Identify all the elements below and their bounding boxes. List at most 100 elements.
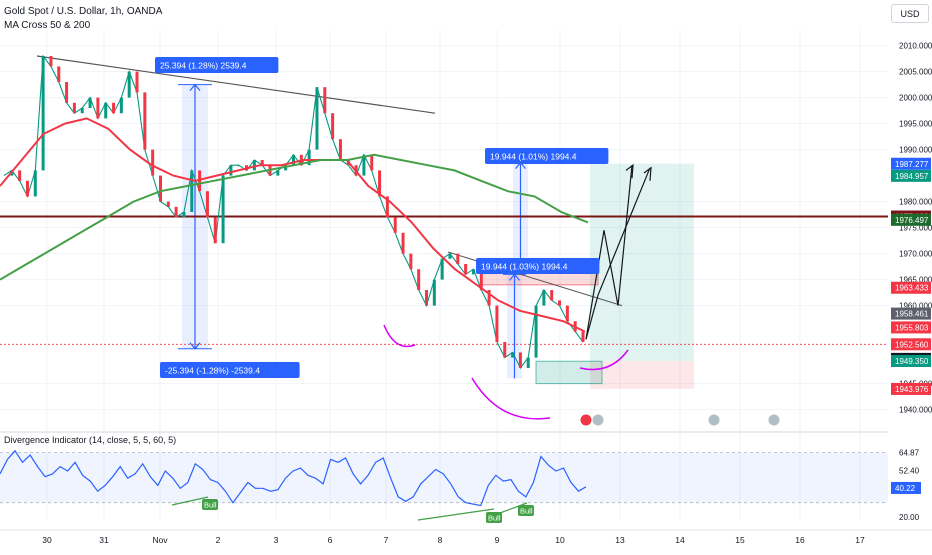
time-axis-tick: 9 [495, 535, 500, 545]
measure-label-bg [476, 258, 600, 274]
measure-label-bg [160, 362, 300, 378]
candle [104, 102, 108, 119]
candle [65, 82, 69, 103]
indicator-title[interactable]: MA Cross 50 & 200 [4, 20, 91, 31]
time-axis-tick: 2 [216, 535, 221, 545]
price-label: 1943.976 [895, 385, 929, 394]
price-label-bg [891, 307, 931, 320]
bull-label: Bull [204, 501, 217, 510]
candle [425, 290, 429, 306]
pattern-arc [579, 349, 629, 371]
oscillator-current-bg [891, 481, 921, 494]
price-label-bg [891, 213, 931, 226]
time-axis-tick: Nov [152, 535, 168, 545]
price-label-bg [891, 169, 931, 182]
candle [432, 279, 436, 306]
time-axis-tick: 14 [675, 535, 685, 545]
projection-arrowhead [643, 166, 652, 181]
position-loss-zone [590, 360, 694, 389]
bull-label-bg [202, 499, 218, 510]
candle [213, 217, 217, 244]
candle [417, 269, 421, 290]
price-label-bg [891, 382, 931, 395]
pattern-arc [471, 377, 551, 420]
candle [487, 290, 491, 306]
price-label: 1955.803 [895, 323, 929, 332]
candle [307, 149, 311, 166]
candle [401, 232, 405, 254]
candle [49, 56, 53, 67]
price-label: 1987.277 [895, 160, 929, 169]
candle [205, 191, 209, 218]
candle [542, 290, 546, 306]
time-axis-tick: 3 [274, 535, 279, 545]
measure-label: 19.944 (1.01%) 1994.4 [490, 152, 577, 162]
measure-label-bg [485, 148, 609, 164]
candle [174, 206, 178, 218]
oscillator-band [0, 452, 888, 503]
candle [252, 160, 256, 171]
price-label: 1963.433 [895, 284, 929, 293]
time-axis-tick: 10 [555, 535, 565, 545]
price-label-bg [891, 354, 931, 367]
candle [190, 170, 194, 212]
oscillator-axis-tick: 64.87 [899, 448, 920, 457]
ma50-line [0, 117, 586, 333]
candle [511, 352, 515, 358]
time-axis-tick: 7 [384, 535, 389, 545]
bull-label: Bull [520, 507, 533, 516]
projection-path [585, 165, 633, 340]
price-axis-tick: 2000.000 [899, 94, 932, 103]
candle [143, 92, 147, 150]
ma200-line [0, 153, 589, 281]
price-axis-tick: 1980.000 [899, 198, 932, 207]
candle [276, 170, 280, 176]
candle [119, 97, 123, 114]
candle [72, 102, 76, 114]
candle [370, 154, 374, 171]
candle [409, 253, 413, 270]
oscillator-axis-tick: 20.00 [899, 513, 920, 522]
time-axis-tick: 31 [99, 535, 109, 545]
candle [237, 165, 241, 167]
candle [135, 71, 139, 93]
candle [558, 300, 562, 306]
price-label-bg [891, 281, 931, 294]
candle [315, 87, 319, 150]
candle [456, 253, 460, 264]
candle [581, 331, 585, 342]
candle [362, 154, 366, 176]
price-axis-tick: 1970.000 [899, 250, 932, 259]
price-label: 1949.350 [895, 357, 929, 366]
currency-button[interactable]: USD [891, 4, 929, 23]
candle [18, 170, 22, 181]
candle [229, 165, 233, 176]
measure-label: 19.944 (1.03%) 1994.4 [481, 262, 568, 272]
price-label-bg [891, 321, 931, 334]
candle [166, 201, 170, 207]
candle [112, 102, 116, 114]
price-label-bg [891, 338, 931, 351]
time-axis-tick: 13 [615, 535, 625, 545]
demand-zone [535, 360, 603, 385]
position-profit-zone [590, 163, 694, 361]
price-axis-tick: 2010.000 [899, 42, 932, 51]
candle [41, 56, 45, 171]
candle [534, 305, 538, 358]
bull-label-bg [518, 505, 534, 516]
divergence-line [417, 508, 495, 521]
candle [80, 108, 84, 114]
event-icon [591, 413, 605, 427]
candle [96, 97, 100, 119]
candle [464, 264, 468, 275]
symbol-title[interactable]: Gold Spot / U.S. Dollar, 1h, OANDA [4, 6, 163, 17]
time-axis-tick: 15 [735, 535, 745, 545]
candle [198, 170, 202, 192]
candle [57, 66, 61, 82]
price-axis-tick: 1975.000 [899, 224, 932, 233]
candle [33, 170, 37, 197]
bull-label: Bull [488, 514, 501, 523]
candle [471, 269, 475, 275]
